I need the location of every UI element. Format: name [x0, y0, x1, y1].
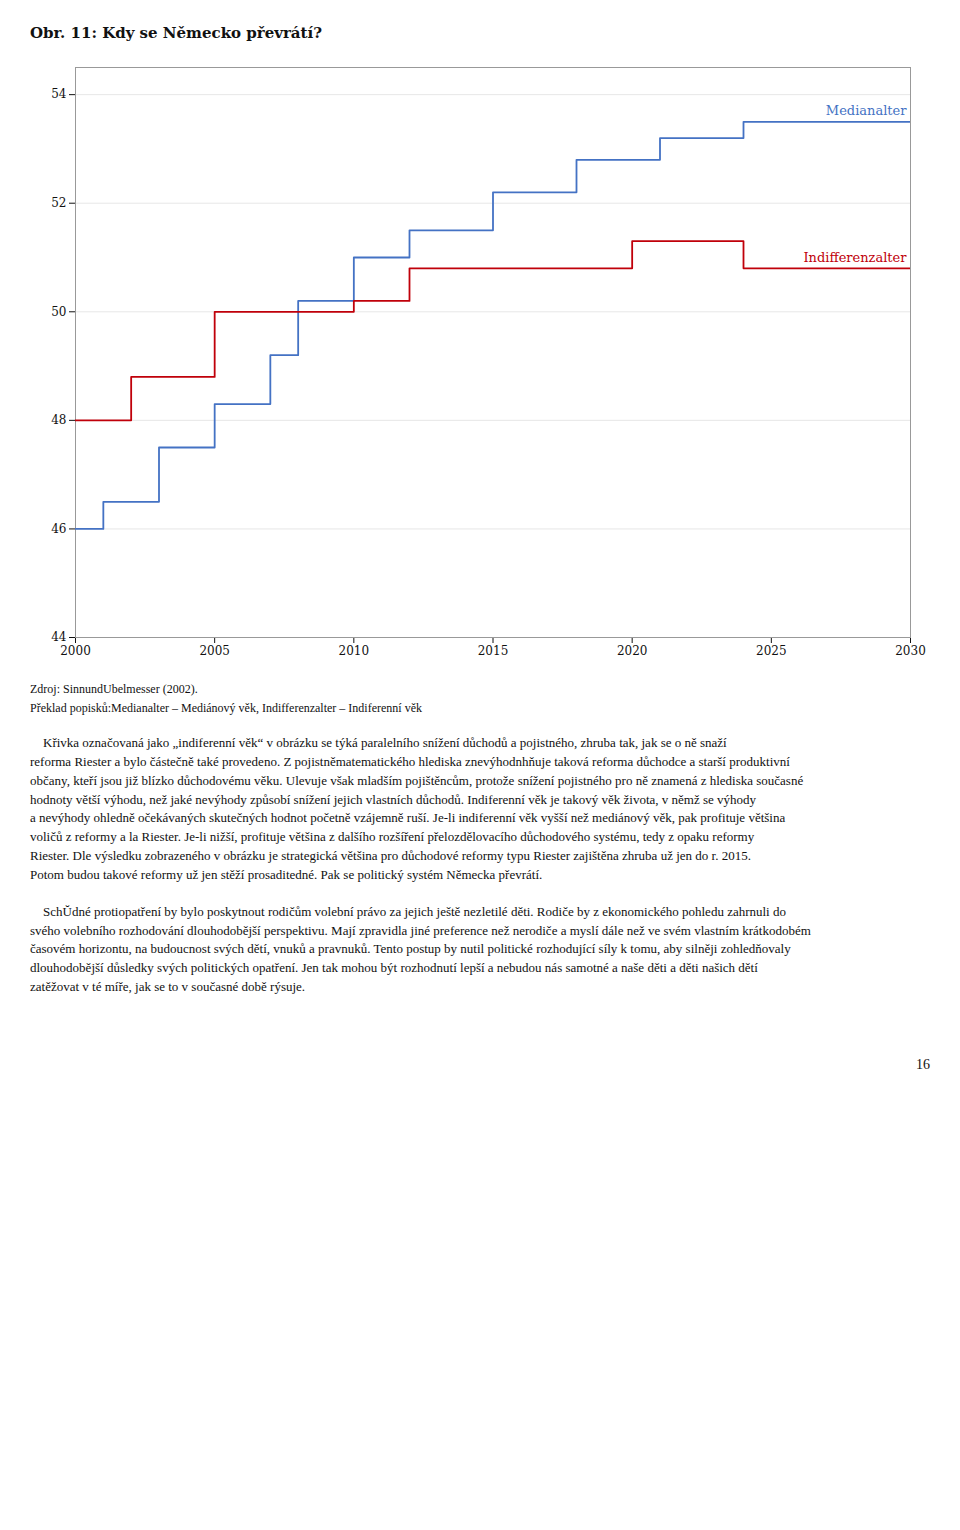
- svg-text:Medianalter: Medianalter: [826, 103, 907, 118]
- html-text:hodnoty větší výhodu, než jaké: hodnoty větší výhodu, než jaké nevýhody …: [30, 791, 756, 807]
- svg-text:44: 44: [51, 630, 67, 644]
- html-text:SchŬdné protiopatření by bylo: SchŬdné protiopatření by bylo poskytnout…: [30, 903, 786, 919]
- html-text:Překlad popisků:Medianalter –: Překlad popisků:Medianalter – Mediánový …: [30, 701, 422, 715]
- html-text:Potom budou takové reformy už: Potom budou takové reformy už jen stěží …: [30, 866, 543, 882]
- html-text:časovém horizontu, na budoucno: časovém horizontu, na budoucnost svých d…: [30, 941, 791, 957]
- svg-text:2025: 2025: [756, 644, 787, 658]
- html-text:dlouhodobější důsledky svých p: dlouhodobější důsledky svých politických…: [30, 960, 758, 976]
- svg-text:2015: 2015: [478, 644, 509, 658]
- svg-text:48: 48: [51, 413, 66, 427]
- html-text:Zdroj: SinnundUbelmesser (2002: Zdroj: SinnundUbelmesser (2002).: [30, 682, 198, 696]
- html-text:voličů z reformy a la Riester.: voličů z reformy a la Riester. Je-li niž…: [30, 829, 755, 845]
- svg-text:Indifferenzalter: Indifferenzalter: [803, 250, 907, 265]
- svg-text:54: 54: [51, 87, 67, 101]
- html-text:Riester. Dle výsledku zobrazen: Riester. Dle výsledku zobrazeného v obrá…: [30, 848, 751, 864]
- html-text:svého volebního rozhodování dl: svého volebního rozhodování dlouhodobějš…: [30, 922, 811, 938]
- svg-text:2030: 2030: [895, 644, 926, 658]
- html-text:reforma Riester a bylo částečn: reforma Riester a bylo částečně také pro…: [30, 753, 790, 769]
- svg-text:2005: 2005: [199, 644, 230, 658]
- svg-text:50: 50: [51, 305, 66, 319]
- html-text:Obr. 11: Kdy se Německo převrá: Obr. 11: Kdy se Německo převrátí?: [30, 24, 322, 42]
- svg-text:52: 52: [51, 196, 66, 210]
- html-text:občany, kteří jsou již blízko: občany, kteří jsou již blízko důchodovém…: [30, 772, 804, 788]
- html-text:Křivka označovaná jako „indife: Křivka označovaná jako „indiferenní věk“…: [30, 735, 727, 750]
- svg-text:46: 46: [51, 522, 66, 536]
- html-text:zatěžovat v té míře, jak se to: zatěžovat v té míře, jak se to v současn…: [30, 979, 306, 995]
- svg-text:2000: 2000: [60, 644, 91, 658]
- svg-text:2010: 2010: [339, 644, 370, 658]
- html-text:a nevýhody ohledně očekávaných: a nevýhody ohledně očekávaných skutečnýc…: [30, 810, 786, 826]
- html-text:16: 16: [916, 1057, 930, 1072]
- svg-text:2020: 2020: [617, 644, 648, 658]
